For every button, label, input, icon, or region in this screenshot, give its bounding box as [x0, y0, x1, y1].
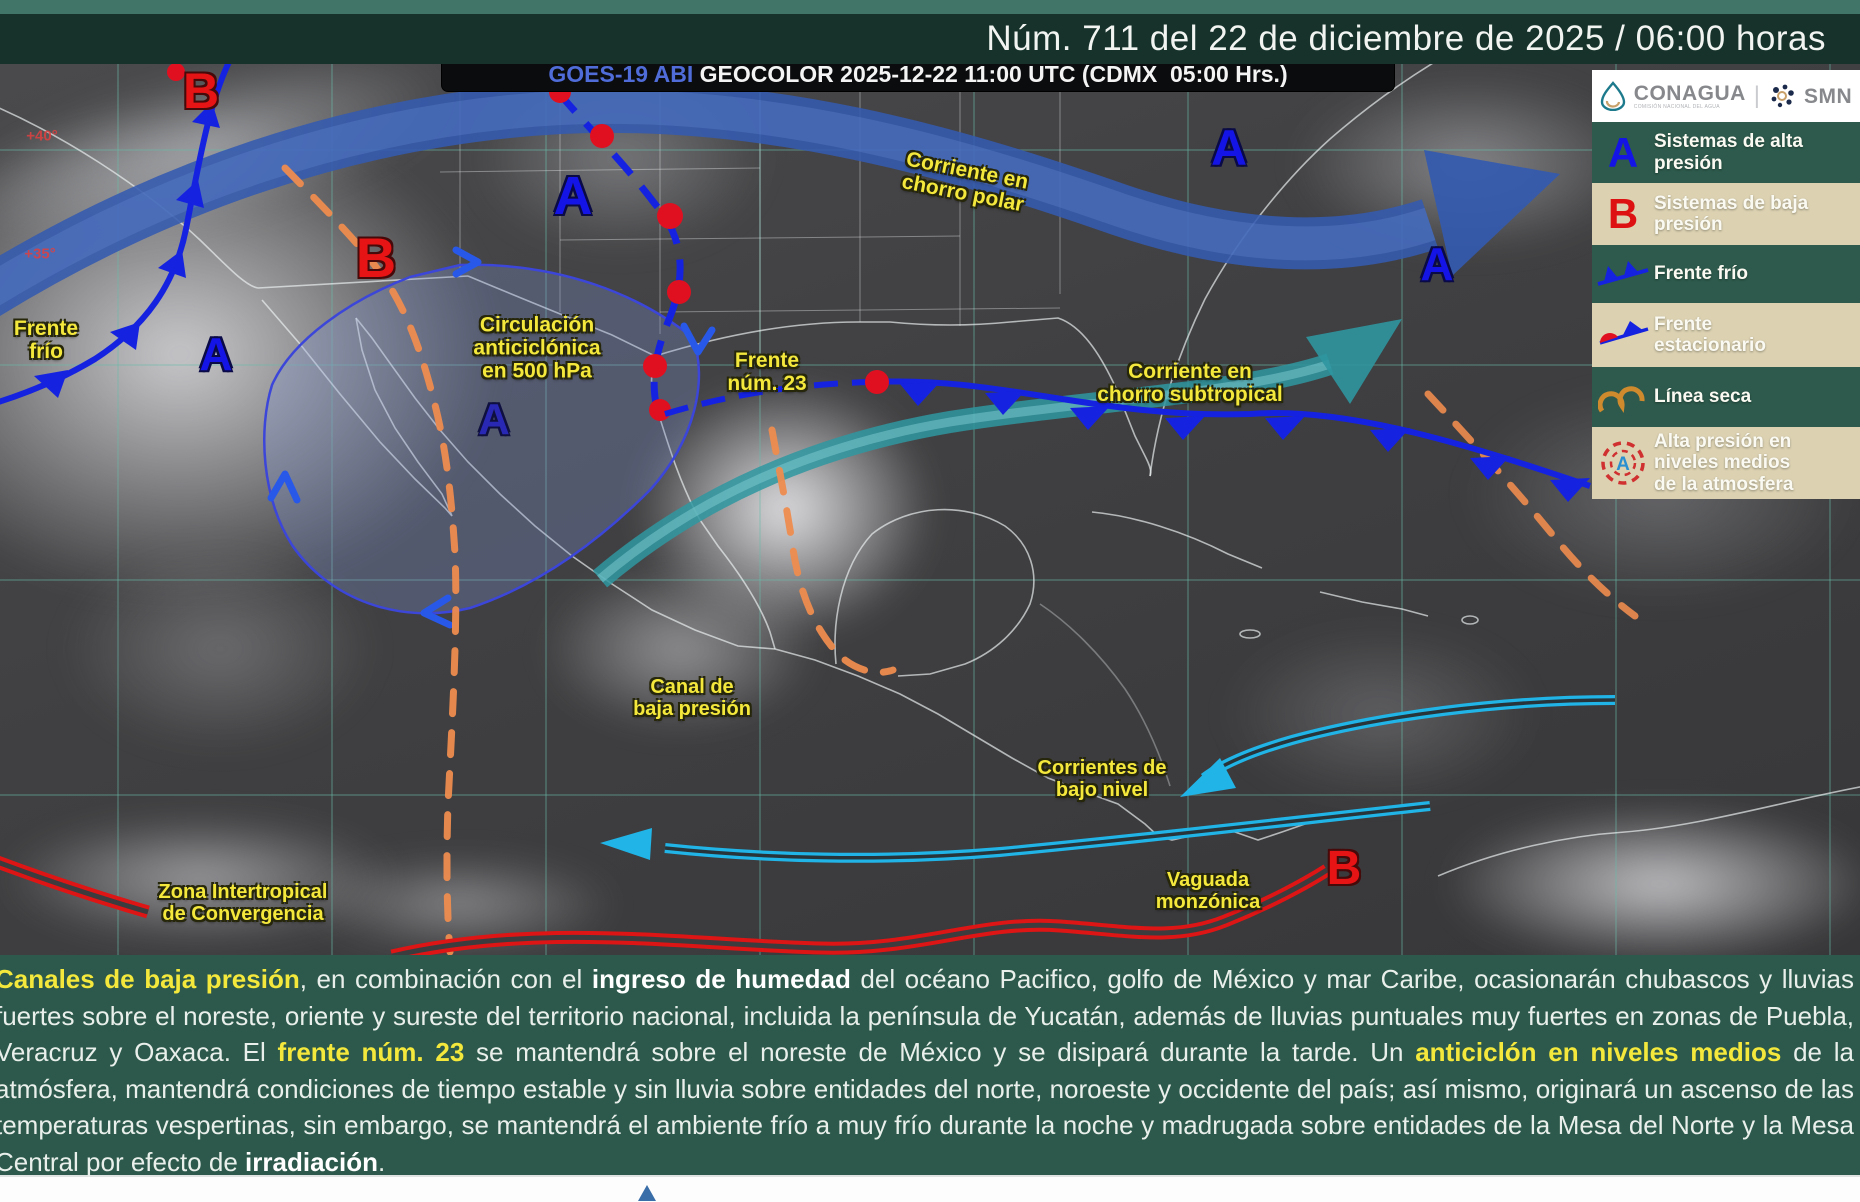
legend-item-midlevel-high: A Alta presión en niveles medios de la a… [1592, 427, 1860, 499]
smn-wordmark: SMN [1804, 84, 1853, 108]
itcz-line [0, 856, 150, 919]
dry-line-icon [1598, 386, 1645, 413]
atlantic-trough-line [1424, 390, 1639, 620]
low-pressure-legend-icon: B [1607, 190, 1639, 237]
high-pressure-marker: A [199, 328, 233, 380]
stationary-front-icon [1599, 321, 1649, 345]
footer [0, 1175, 1860, 1202]
label-low-level-flow: Corrientes de bajo nivel [1037, 757, 1167, 801]
smn-logo-icon [1771, 84, 1794, 108]
bulletin-title: Núm. 711 del 22 de diciembre de 2025 / 0… [986, 19, 1826, 58]
monsoon-trough-line [390, 864, 1331, 955]
label-monsoon-trough: Vaguada monzónica [1155, 869, 1261, 913]
high-pressure-marker: A [553, 166, 593, 226]
label-subtropical-jet: Corriente en chorro subtropical [1097, 359, 1283, 406]
legend-logos: CONAGUA COMISIÓN NACIONAL DEL AGUA | SMN [1592, 70, 1860, 122]
high-pressure-marker: A [1420, 238, 1454, 290]
legend-item-high-pressure: A Sistemas de alta presión [1592, 122, 1860, 183]
midlevel-high-icon: A [1601, 441, 1645, 485]
legend-item-low-pressure: B Sistemas de baja presión [1592, 183, 1860, 245]
label-front-23: Frente núm. 23 [727, 348, 807, 395]
subtropical-jet-arrow [592, 319, 1402, 588]
label-low-channel: Canal de baja presión [633, 676, 751, 720]
low-pressure-marker: B [1326, 842, 1362, 895]
bulletin-text: Canales de baja presión, en combinación … [0, 955, 1860, 1177]
high-pressure-marker-midlevel: A [478, 395, 510, 444]
legend-item-stationary-front: Frente estacionario [1592, 303, 1860, 367]
header-bar: Núm. 711 del 22 de diciembre de 2025 / 0… [0, 14, 1860, 64]
satellite-title-bar: GOES-19 ABI GEOCOLOR 2025-12-22 11:00 UT… [442, 64, 1394, 91]
low-pressure-marker: B [355, 226, 397, 289]
label-anticyclone: Circulación anticiclónica en 500 hPa [473, 313, 601, 383]
conagua-logo-icon [1600, 81, 1625, 111]
high-pressure-legend-icon: A [1607, 128, 1639, 176]
latitude-label: +35° [24, 245, 56, 263]
latitude-label: +40° [26, 127, 58, 145]
label-itcz: Zona Intertropical de Convergencia [158, 881, 328, 925]
satellite-map: GOES-19 ABI GEOCOLOR 2025-12-22 11:00 UT… [0, 64, 1860, 955]
logo-separator: | [1753, 82, 1761, 109]
high-pressure-marker: A [1210, 120, 1248, 176]
legend-item-dry-line: Línea seca [1592, 367, 1860, 427]
satellite-name: GOES-19 ABI [548, 64, 694, 87]
legend-panel: CONAGUA COMISIÓN NACIONAL DEL AGUA | SMN… [1592, 70, 1860, 499]
footer-logo-icon [638, 1185, 656, 1201]
legend-item-cold-front: Frente frío [1592, 245, 1860, 303]
svg-text:A: A [1616, 454, 1630, 475]
label-cold-front: Frente frío [13, 316, 79, 363]
low-level-current-arrow-east [1180, 695, 1616, 797]
low-level-current-arrow-west [600, 801, 1431, 863]
conagua-wordmark: CONAGUA COMISIÓN NACIONAL DEL AGUA [1633, 81, 1746, 110]
cold-front-icon [1597, 261, 1649, 286]
satellite-timestamp: GEOCOLOR 2025-12-22 11:00 UTC (CDMX 05:0… [693, 64, 1288, 87]
top-strip [0, 0, 1860, 14]
bulletin-paragraph: Canales de baja presión, en combinación … [0, 964, 1854, 1177]
low-pressure-marker: B [182, 64, 220, 119]
polar-jet-arrow [0, 80, 1560, 317]
